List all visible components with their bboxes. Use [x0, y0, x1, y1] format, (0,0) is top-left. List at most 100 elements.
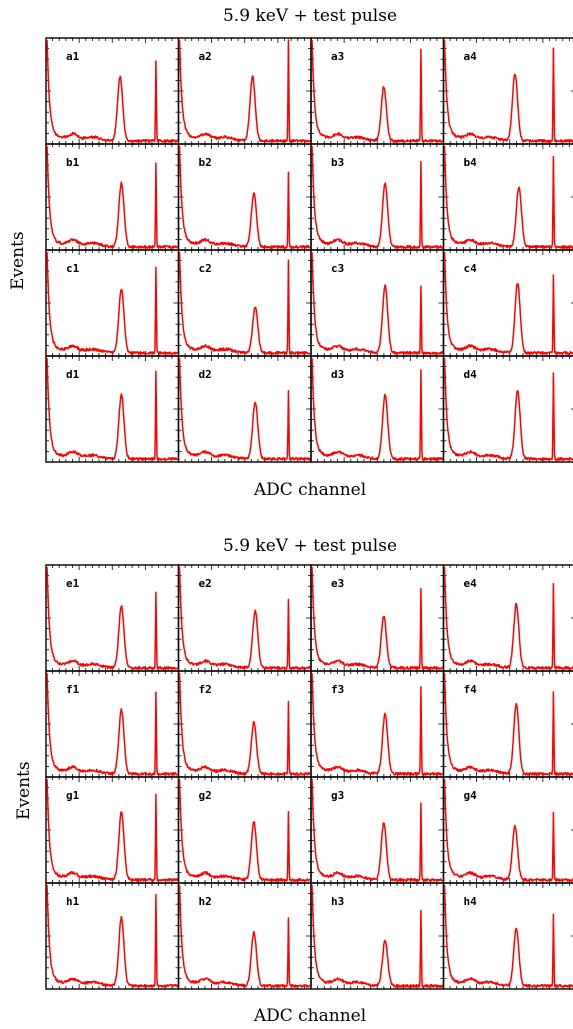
panel-label: g4 [464, 789, 478, 802]
panel-h1: h1 [45, 882, 180, 990]
panel-b3: b3 [310, 143, 445, 251]
spectrum-line [311, 251, 444, 355]
spectrum-line [46, 778, 179, 882]
chart-title: 5.9 keV + test pulse [222, 536, 398, 556]
panel-b1: b1 [45, 143, 180, 251]
panel-label: e2 [199, 577, 212, 590]
spectrum-line [46, 672, 179, 776]
panel-label: c2 [199, 262, 212, 275]
panel-label: f1 [66, 683, 80, 696]
panel-f2: f2 [177, 670, 312, 778]
spectrum-line [46, 145, 178, 249]
spectrum-line [178, 251, 311, 355]
panel-label: a2 [199, 50, 212, 63]
panel-d2: d2 [177, 355, 312, 463]
panel-e2: e2 [177, 564, 312, 672]
spectrum-line [178, 778, 311, 882]
panel-a4: a4 [442, 37, 573, 145]
panel-b4: b4 [442, 143, 573, 251]
spectrum-line [311, 884, 444, 988]
spectrum-line [178, 357, 311, 461]
panel-label: d3 [331, 368, 344, 381]
spectrum-line [178, 145, 311, 249]
panel-e4: e4 [442, 564, 573, 672]
spectrum-line [443, 145, 573, 249]
panel-d4: d4 [442, 355, 573, 463]
spectrum-line [178, 672, 311, 776]
panel-h3: h3 [310, 882, 445, 990]
spectrum-line [443, 778, 573, 882]
spectrum-line [311, 39, 444, 143]
spectrum-line [443, 357, 573, 461]
panel-c3: c3 [310, 249, 445, 357]
panel-label: g3 [331, 789, 344, 802]
panel-label: d4 [464, 368, 478, 381]
panel-label: e3 [331, 577, 344, 590]
panel-d3: d3 [310, 355, 445, 463]
panel-h2: h2 [177, 882, 312, 990]
panel-label: c1 [66, 262, 80, 275]
panel-g2: g2 [177, 776, 312, 884]
panel-g1: g1 [45, 776, 180, 884]
spectrum-line [311, 145, 444, 249]
panel-f4: f4 [442, 670, 573, 778]
chart-title: 5.9 keV + test pulse [222, 6, 398, 26]
spectrum-line [46, 884, 179, 988]
x-axis-label: ADC channel [253, 480, 367, 500]
spectrum-line [443, 566, 573, 670]
panel-h4: h4 [442, 882, 573, 990]
panel-label: b2 [199, 156, 212, 169]
panel-label: a4 [464, 50, 478, 63]
panel-e3: e3 [310, 564, 445, 672]
panel-label: g1 [66, 789, 80, 802]
panel-label: h2 [199, 895, 212, 908]
spectrum-line [311, 778, 444, 882]
spectrum-line [311, 672, 444, 776]
spectrum-line [178, 566, 311, 670]
spectrum-line [311, 357, 444, 461]
panel-label: b3 [331, 156, 344, 169]
panel-label: a3 [331, 50, 344, 63]
panel-label: b4 [464, 156, 478, 169]
spectrum-line [443, 39, 573, 143]
panel-c1: c1 [45, 249, 180, 357]
panel-label: f4 [464, 683, 478, 696]
panel-label: e1 [66, 577, 80, 590]
panel-e1: e1 [45, 564, 180, 672]
x-axis-label: ADC channel [253, 1006, 367, 1026]
spectrum-line [178, 884, 311, 988]
panel-label: e4 [464, 577, 478, 590]
panel-d1: d1 [45, 355, 180, 463]
panel-label: h3 [331, 895, 344, 908]
panel-f3: f3 [310, 670, 445, 778]
spectrum-line [46, 251, 178, 355]
panel-f1: f1 [45, 670, 180, 778]
panel-label: f2 [199, 683, 212, 696]
panel-label: b1 [66, 156, 80, 169]
panel-label: c3 [331, 262, 344, 275]
spectrum-line [443, 884, 573, 988]
panel-a3: a3 [310, 37, 445, 145]
panel-label: c4 [464, 262, 478, 275]
spectrum-line [443, 251, 573, 355]
panel-c2: c2 [177, 249, 312, 357]
panel-grid-bottom: e1 e2 e3 e4 f1 f2 f3 f4 g1 g2 g3 g4 h1 h2 h3 h4 [45, 564, 573, 990]
spectrum-line [443, 672, 573, 776]
panel-label: a1 [66, 50, 80, 63]
spectrum-line [178, 39, 311, 143]
panel-b2: b2 [177, 143, 312, 251]
panel-label: d2 [199, 368, 212, 381]
panel-label: h4 [464, 895, 478, 908]
panel-a1: a1 [45, 37, 180, 145]
panel-label: g2 [199, 789, 212, 802]
panel-g4: g4 [442, 776, 573, 884]
panel-label: d1 [66, 368, 80, 381]
panel-grid-top: a1 a2 a3 a4 b1 b2 b3 b4 c1 c2 c3 c4 d1 d2 d3 d4 [45, 37, 573, 463]
spectrum-line [46, 39, 178, 143]
spectrum-line [311, 566, 444, 670]
panel-label: f3 [331, 683, 344, 696]
panel-g3: g3 [310, 776, 445, 884]
spectrum-line [46, 357, 178, 461]
spectrum-line [46, 566, 178, 670]
panel-a2: a2 [177, 37, 312, 145]
